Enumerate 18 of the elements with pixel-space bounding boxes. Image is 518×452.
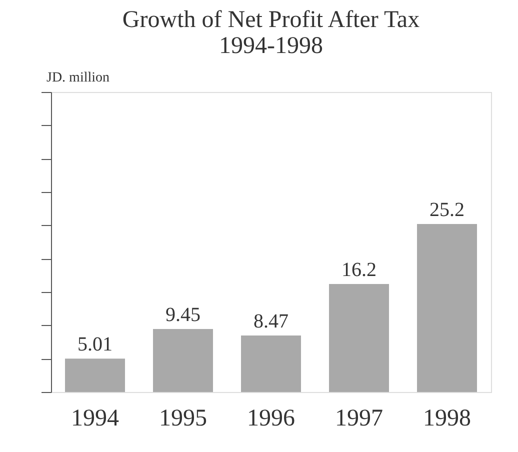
x-tick-label: 1995 [159,406,207,432]
x-tick-label: 1994 [71,406,119,432]
data-label: 25.2 [430,199,464,221]
x-tick-label: 1997 [335,406,383,432]
data-label: 9.45 [166,304,200,326]
bar [417,224,477,392]
bar [65,358,125,392]
bar [153,329,213,392]
y-axis-title: JD. million [46,70,110,86]
bar [241,336,301,392]
data-label: 8.47 [254,310,288,333]
text: Growth of Net Profit After Tax [122,7,420,33]
x-tick-label: 1998 [423,406,471,432]
data-label: 16.2 [342,259,376,281]
bar [329,284,389,392]
text: 1994-1998 [219,33,323,59]
data-label: 5.01 [78,334,112,356]
x-tick-label: 1996 [247,406,295,432]
